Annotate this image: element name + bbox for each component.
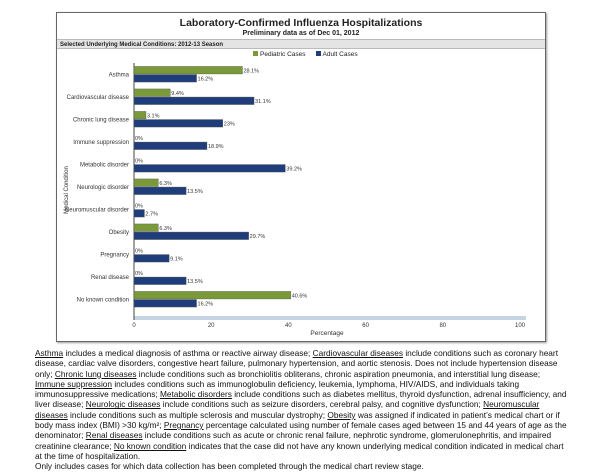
bar-pediatric xyxy=(133,66,243,75)
definitions-paragraph: Asthma includes a medical diagnosis of a… xyxy=(35,348,567,461)
bar-adult xyxy=(133,276,187,285)
data-collection-note: Only includes cases for which data colle… xyxy=(35,461,424,472)
category-label: No known condition xyxy=(77,297,129,303)
x-axis-band xyxy=(134,316,526,320)
bar-pediatric xyxy=(133,111,147,120)
data-label: 13.5% xyxy=(187,189,203,195)
definition-text: include conditions such as seizure disor… xyxy=(160,399,484,410)
definition-text: include conditions such as coronary hear… xyxy=(35,348,558,379)
defined-term: No known condition xyxy=(113,440,187,451)
bar-adult xyxy=(133,231,249,240)
x-axis-label: Percentage xyxy=(310,330,344,337)
y-axis-label: Medical Condition xyxy=(64,166,70,214)
bar-adult xyxy=(133,96,255,105)
x-tick-label: 100 xyxy=(515,323,526,329)
bar-pediatric xyxy=(133,291,291,300)
defined-term: Neuromuscular diseases xyxy=(35,399,540,420)
category-label: Pregnancy xyxy=(100,252,129,258)
bar-adult xyxy=(133,299,197,308)
data-label: 28.1% xyxy=(243,68,259,74)
x-tick-label: 60 xyxy=(362,323,369,329)
definition-text: percentage calculated using number of fe… xyxy=(35,420,567,441)
defined-term: Chronic lung diseases xyxy=(54,368,137,379)
data-label: 0% xyxy=(135,248,143,254)
data-label: 6.3% xyxy=(159,226,172,232)
bar-adult xyxy=(133,141,208,150)
legend-label: Pediatric Cases xyxy=(260,51,306,58)
definition-text: includes a medical diagnosis of asthma o… xyxy=(63,348,313,358)
category-label: Metabolic disorder xyxy=(80,162,129,168)
data-label: 31.1% xyxy=(255,99,271,105)
legend-label: Adult Cases xyxy=(322,51,358,58)
data-label: 0% xyxy=(135,136,143,142)
section-header: Selected Underlying Medical Conditions: … xyxy=(57,39,545,49)
chart-title: Laboratory-Confirmed Influenza Hospitali… xyxy=(179,17,423,29)
data-label: 18.9% xyxy=(208,144,224,150)
defined-term: Pregnancy xyxy=(163,420,204,431)
bar-pediatric xyxy=(133,223,159,232)
defined-term: Neurologic diseases xyxy=(85,399,161,410)
legend-swatch-adult xyxy=(315,51,321,56)
category-label: Cardiovascular disease xyxy=(67,95,130,101)
data-label: 0% xyxy=(135,271,143,277)
category-label: Asthma xyxy=(109,72,130,78)
data-label: 23% xyxy=(224,122,235,128)
definition-text: include conditions such as diabetes mell… xyxy=(35,389,567,410)
legend-item-pediatric: Pediatric Cases xyxy=(253,51,306,58)
bar-adult xyxy=(133,254,170,263)
category-label: Renal disease xyxy=(91,275,130,281)
data-label: 16.2% xyxy=(198,302,214,308)
x-tick-label: 80 xyxy=(439,323,446,329)
data-label: 0% xyxy=(135,158,143,164)
legend-item-adult: Adult Cases xyxy=(315,51,358,58)
x-tick-label: 40 xyxy=(285,323,292,329)
data-label: 39.2% xyxy=(286,167,302,173)
data-label: 0% xyxy=(135,203,143,209)
data-label: 16.2% xyxy=(198,77,214,83)
data-label: 9.4% xyxy=(171,91,184,97)
x-tick-label: 0 xyxy=(132,323,136,329)
legend-swatch-pediatric xyxy=(253,51,258,56)
category-label: Chronic lung disease xyxy=(73,117,130,123)
data-label: 40.6% xyxy=(292,293,308,299)
data-label: 9.1% xyxy=(170,257,183,263)
defined-term: Immune suppression xyxy=(35,378,113,389)
data-label: 6.3% xyxy=(159,181,172,187)
footnotes: Asthma includes a medical diagnosis of a… xyxy=(35,348,567,472)
defined-term: Cardiovascular diseases xyxy=(312,348,404,358)
definition-text: include conditions such as acute or chro… xyxy=(35,430,552,451)
data-label: 2.7% xyxy=(145,212,158,218)
defined-term: Obesity xyxy=(327,409,356,420)
data-label: 3.1% xyxy=(147,113,160,119)
bar-adult xyxy=(133,209,145,218)
defined-term: Metabolic disorders xyxy=(159,389,232,400)
bar-adult xyxy=(133,74,197,83)
bar-pediatric xyxy=(133,88,171,97)
definition-text: includes conditions such as immunoglobul… xyxy=(35,378,520,400)
bar-chart: 0 20 40 60 80 100 Percentage Medical Condition A… xyxy=(64,63,526,337)
data-label: 13.5% xyxy=(187,279,203,285)
definition-text: was assigned if indicated in patient’s m… xyxy=(35,409,560,431)
bar-adult xyxy=(133,164,286,173)
definition-text: include conditions such as bronchiolitis… xyxy=(136,368,541,379)
defined-term: Renal diseases xyxy=(85,430,143,441)
bar-adult xyxy=(133,186,187,195)
chart-subtitle: Preliminary data as of Dec 01, 2012 xyxy=(242,30,360,37)
defined-term: Asthma xyxy=(35,348,64,358)
x-tick-label: 20 xyxy=(208,323,215,329)
legend: Pediatric Cases Adult Cases xyxy=(253,51,358,58)
data-label: 29.7% xyxy=(250,234,266,240)
bar-adult xyxy=(133,119,223,128)
definition-text: include conditions such as multiple scle… xyxy=(67,409,328,420)
category-label: Obesity xyxy=(109,230,129,236)
category-label: Neuromuscular disorder xyxy=(65,207,129,213)
category-label: Neurologic disorder xyxy=(77,185,129,191)
bar-pediatric xyxy=(133,178,159,187)
category-label: Immune suppression xyxy=(73,140,129,146)
